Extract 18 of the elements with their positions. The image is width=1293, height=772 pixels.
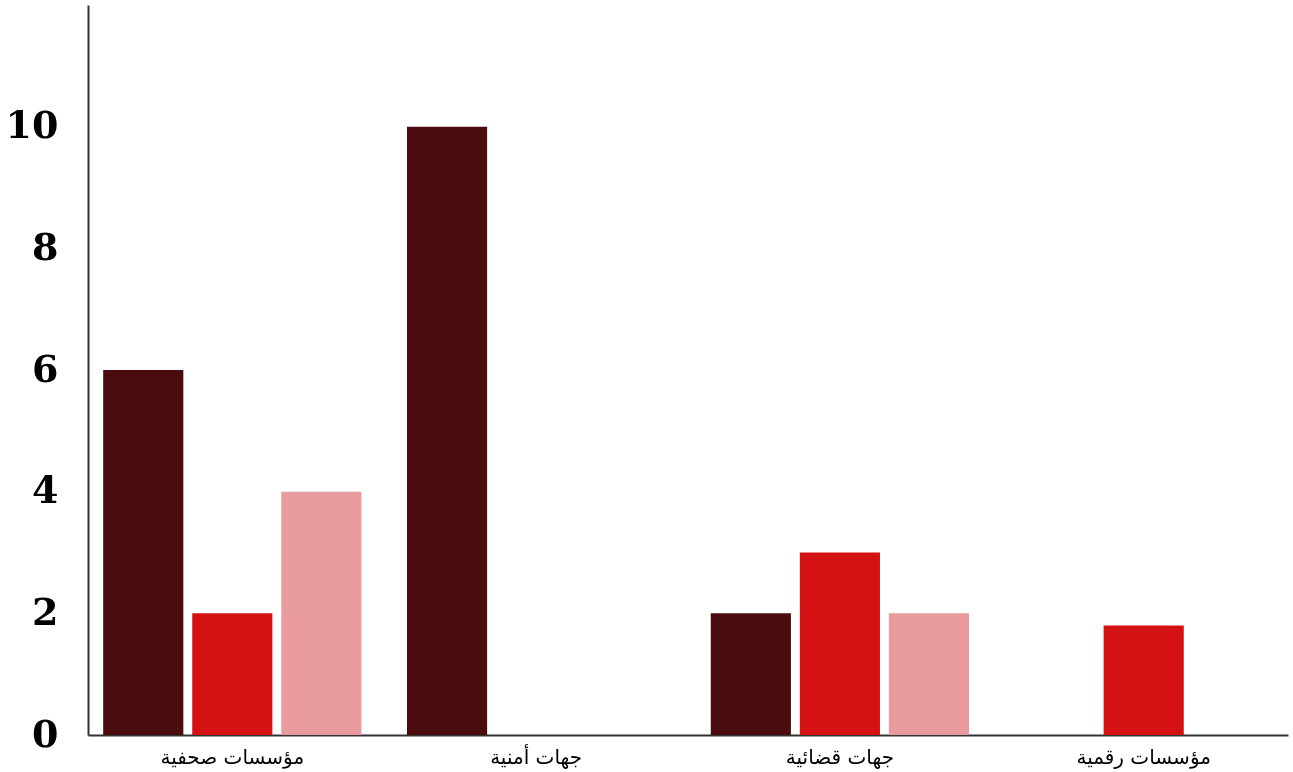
bar [888, 613, 970, 735]
bar [192, 613, 273, 735]
y-tick-label: 2 [32, 588, 59, 634]
bar [406, 126, 488, 735]
bar [1103, 625, 1184, 735]
y-tick-label: 8 [32, 223, 59, 269]
bar [281, 491, 362, 735]
bar [710, 613, 791, 735]
y-tick-label: 10 [5, 102, 59, 148]
x-tick-label: مؤسسات صحفية [160, 744, 305, 769]
bar [799, 552, 880, 735]
x-tick-label: جهات أمنية [490, 743, 583, 769]
x-tick-label: مؤسسات رقمية [1076, 744, 1211, 769]
y-tick-label: 4 [32, 467, 59, 513]
y-tick-label: 0 [32, 710, 59, 756]
y-tick-label: 6 [32, 345, 59, 391]
bar [103, 370, 184, 735]
x-tick-label: جهات قضائية [785, 744, 894, 769]
